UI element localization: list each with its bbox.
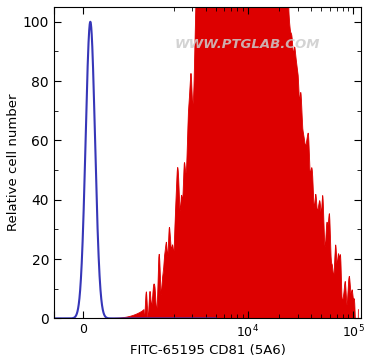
Text: WWW.PTGLAB.COM: WWW.PTGLAB.COM (175, 38, 320, 51)
Y-axis label: Relative cell number: Relative cell number (7, 94, 20, 232)
X-axis label: FITC-65195 CD81 (5A6): FITC-65195 CD81 (5A6) (130, 344, 286, 357)
